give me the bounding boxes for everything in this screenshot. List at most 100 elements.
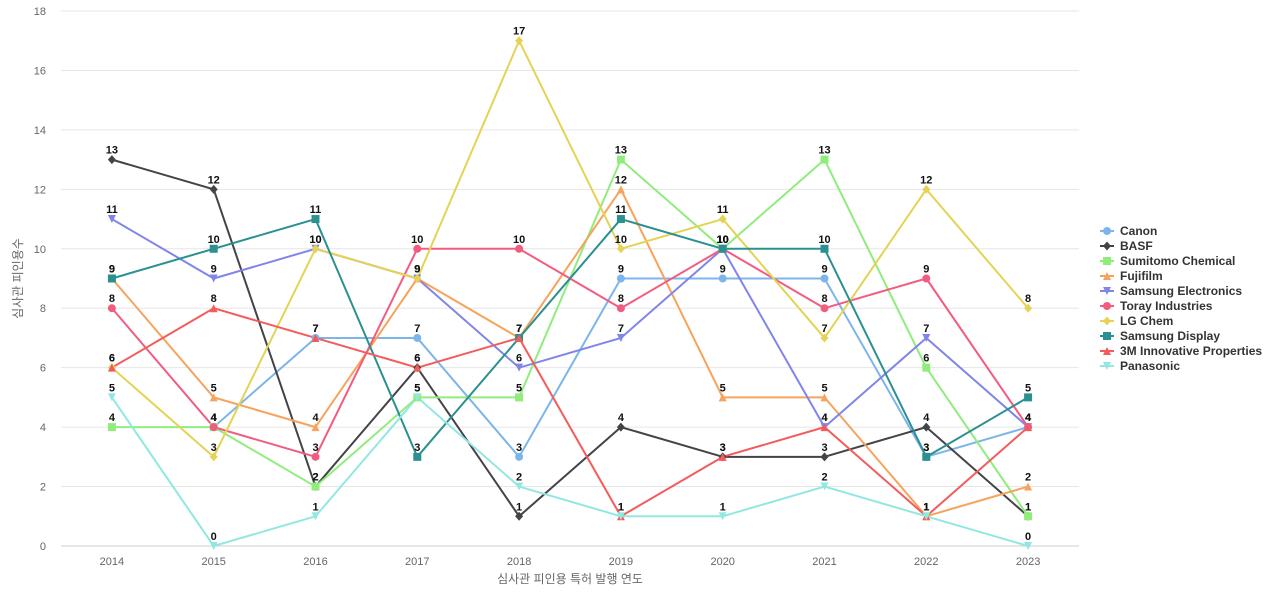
x-tick-label: 2022: [914, 556, 938, 568]
x-tick-label: 2020: [710, 556, 734, 568]
data-label-canon: 4: [211, 412, 218, 424]
legend-label: Panasonic: [1120, 359, 1180, 373]
data-label-samsung-display: 10: [208, 234, 220, 246]
point-toray-industries: [413, 244, 422, 253]
series-line-3m-innovative-properties: [111, 307, 1029, 518]
point-samsung-display: [311, 215, 320, 224]
legend-item-fujifilm[interactable]: Fujifilm: [1100, 269, 1163, 283]
data-label-lg-chem: 7: [821, 323, 827, 335]
data-label-canon: 9: [821, 264, 827, 276]
data-label-basf: 6: [414, 353, 420, 365]
data-label-sumitomo-chemical: 5: [516, 382, 522, 394]
data-label-basf: 1: [516, 501, 522, 513]
legend-item-basf[interactable]: BASF: [1100, 239, 1153, 253]
legend-label: Samsung Electronics: [1120, 284, 1242, 298]
legend-item-panasonic[interactable]: Panasonic: [1100, 359, 1180, 373]
data-label-basf: 12: [208, 174, 220, 186]
point-panasonic: [209, 542, 218, 550]
legend-label: LG Chem: [1120, 314, 1173, 328]
legend-item-canon[interactable]: Canon: [1100, 224, 1157, 238]
series-line-lg-chem: [111, 39, 1029, 458]
legend-label: Canon: [1120, 224, 1157, 238]
data-label-basf: 3: [821, 442, 827, 454]
point-canon: [820, 274, 829, 283]
point-samsung-display: [413, 452, 422, 461]
data-label-fujifilm: 9: [109, 264, 115, 276]
point-lg-chem: [820, 333, 829, 343]
point-samsung-display: [616, 215, 625, 224]
data-label-sumitomo-chemical: 5: [414, 382, 420, 394]
point-toray-industries: [922, 274, 931, 283]
data-label-panasonic: 1: [312, 501, 318, 513]
data-label-3m-innovative-properties: 1: [618, 501, 624, 513]
point-samsung-electronics: [515, 363, 524, 372]
point-fujifilm: [209, 393, 218, 402]
point-toray-industries: [515, 244, 524, 253]
x-tick-label: 2014: [100, 556, 124, 568]
legend-marker: [1103, 241, 1111, 251]
data-label-lg-chem: 11: [717, 204, 729, 216]
legend-item-samsung-electronics[interactable]: Samsung Electronics: [1100, 284, 1242, 298]
data-label-toray-industries: 10: [411, 234, 423, 246]
legend-item-sumitomo-chemical[interactable]: Sumitomo Chemical: [1100, 254, 1235, 268]
data-label-toray-industries: 4: [211, 412, 218, 424]
data-label-panasonic: 1: [923, 501, 929, 513]
data-label-lg-chem: 12: [920, 174, 932, 186]
legend-item-toray-industries[interactable]: Toray Industries: [1100, 299, 1213, 313]
data-label-fujifilm: 5: [720, 382, 726, 394]
point-basf: [209, 184, 218, 194]
legend-marker: [1103, 316, 1111, 326]
data-label-panasonic: 0: [211, 531, 217, 543]
data-label-sumitomo-chemical: 13: [615, 145, 627, 157]
series-lines: [111, 39, 1029, 547]
data-label-canon: 7: [312, 323, 318, 335]
point-sumitomo-chemical: [107, 423, 116, 432]
data-label-basf: 3: [720, 442, 726, 454]
data-label-panasonic: 1: [618, 501, 624, 513]
legend-item-samsung-display[interactable]: Samsung Display: [1100, 329, 1220, 343]
data-label-sumitomo-chemical: 13: [818, 145, 830, 157]
data-label-panasonic: 2: [516, 472, 522, 484]
data-label-fujifilm: 5: [211, 382, 217, 394]
legend-label: Sumitomo Chemical: [1120, 254, 1235, 268]
point-fujifilm: [311, 423, 320, 432]
y-tick-label: 0: [40, 541, 46, 553]
point-canon: [718, 274, 727, 283]
data-label-lg-chem: 9: [414, 264, 420, 276]
data-label-lg-chem: 10: [309, 234, 321, 246]
data-label-lg-chem: 3: [211, 442, 217, 454]
point-samsung-display: [209, 244, 218, 253]
data-label-toray-industries: 3: [312, 442, 318, 454]
point-toray-industries: [209, 423, 218, 432]
point-basf: [820, 452, 829, 462]
x-axis-ticks: 2014 2015 2016 2017 2018 2019 2020 2021 2022 2023: [100, 556, 1041, 568]
x-tick-label: 2018: [507, 556, 531, 568]
data-label-sumitomo-chemical: 1: [1025, 501, 1031, 513]
legend-label: 3M Innovative Properties: [1120, 344, 1262, 358]
data-label-toray-industries: 8: [618, 293, 624, 305]
data-label-sumitomo-chemical: 2: [312, 472, 318, 484]
data-label-fujifilm: 7: [516, 323, 522, 335]
point-samsung-electronics: [922, 333, 931, 342]
point-lg-chem: [209, 452, 218, 462]
y-tick-label: 14: [34, 125, 46, 137]
y-axis-title: 심사관 피인용수: [11, 238, 25, 319]
data-label-samsung-display: 3: [414, 442, 420, 454]
data-label-canon: 7: [414, 323, 420, 335]
point-fujifilm: [718, 393, 727, 402]
series-markers: [107, 36, 1033, 550]
data-label-canon: 3: [516, 442, 522, 454]
legend-marker: [1103, 287, 1111, 295]
data-label-toray-industries: 8: [109, 293, 115, 305]
series-line-samsung-display: [111, 218, 1029, 458]
legend-item-3m-innovative-properties[interactable]: 3M Innovative Properties: [1100, 344, 1262, 358]
legend-item-lg-chem[interactable]: LG Chem: [1100, 314, 1173, 328]
point-samsung-electronics: [616, 333, 625, 342]
y-tick-label: 10: [34, 244, 46, 256]
data-label-samsung-electronics: 7: [923, 323, 929, 335]
point-sumitomo-chemical: [922, 363, 931, 372]
point-lg-chem: [311, 244, 320, 254]
data-label-panasonic: 0: [1025, 531, 1031, 543]
